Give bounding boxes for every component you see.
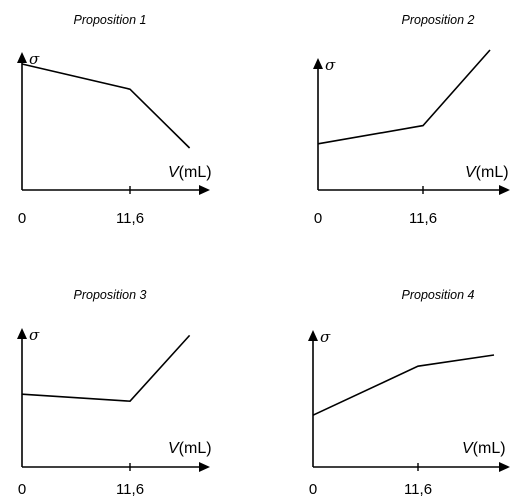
x-axis-arrow <box>199 462 210 472</box>
y-axis-arrow <box>17 52 27 63</box>
chart-proposition-2: Proposition 2 σ V(mL) 0 11,6 <box>313 13 510 227</box>
x-axis-arrow <box>199 185 210 195</box>
x-tick-label-origin: 0 <box>18 210 26 227</box>
x-axis-arrow <box>499 185 510 195</box>
y-axis-label: σ <box>29 50 40 68</box>
chart-proposition-1: Proposition 1 σ V(mL) 0 11,6 <box>17 13 212 227</box>
x-tick-label-equivalence: 11,6 <box>404 481 432 497</box>
chart-title: Proposition 3 <box>74 288 147 302</box>
x-axis-label: V(mL) <box>168 440 212 457</box>
x-tick-label-origin: 0 <box>314 210 322 227</box>
x-axis-label: V(mL) <box>168 164 212 181</box>
y-axis-arrow <box>308 330 318 341</box>
data-line <box>21 63 191 149</box>
data-line <box>21 334 191 403</box>
chart-proposition-3: Proposition 3 σ V(mL) 0 11,6 <box>17 288 212 497</box>
x-tick-label-equivalence: 11,6 <box>116 210 144 227</box>
x-axis-arrow <box>499 462 510 472</box>
y-axis-arrow <box>313 58 323 69</box>
y-axis-arrow <box>17 328 27 339</box>
x-tick-label-origin: 0 <box>18 481 26 497</box>
y-axis-label: σ <box>320 328 331 346</box>
x-tick-label-equivalence: 11,6 <box>116 481 144 497</box>
x-tick-label-equivalence: 11,6 <box>409 210 437 227</box>
data-line <box>312 354 495 416</box>
x-tick-label-origin: 0 <box>309 481 317 497</box>
chart-proposition-4: Proposition 4 σ V(mL) 0 11,6 <box>308 288 510 497</box>
data-line <box>317 49 491 145</box>
y-axis-label: σ <box>325 56 336 74</box>
chart-title: Proposition 1 <box>74 13 147 27</box>
y-axis-label: σ <box>29 326 40 344</box>
chart-title: Proposition 4 <box>402 288 475 302</box>
chart-title: Proposition 2 <box>402 13 475 27</box>
x-axis-label: V(mL) <box>462 440 506 457</box>
x-axis-label: V(mL) <box>465 164 509 181</box>
